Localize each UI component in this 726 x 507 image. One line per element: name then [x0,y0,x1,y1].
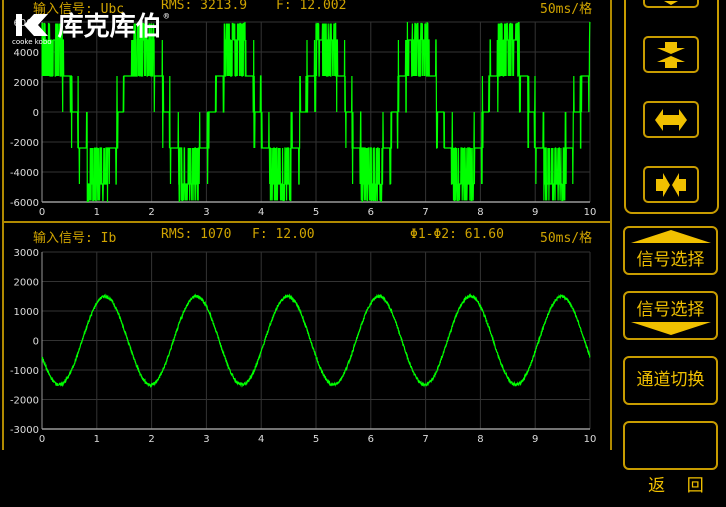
x-tick-label: 10 [584,434,597,445]
ib-trace [41,293,591,389]
y-tick-label: -2000 [10,396,39,407]
logo-registered-mark: ® [163,12,170,22]
triangle-down-icon [630,322,711,335]
x-tick-label: 3 [203,207,209,218]
ch1-frequency: F: 12.002 [276,0,347,13]
x-tick-label: 5 [313,434,319,445]
x-tick-label: 1 [94,207,100,218]
x-tick-label: 3 [203,434,209,445]
y-tick-label: 2000 [14,278,39,289]
x-tick-label: 4 [258,207,264,218]
ch2-phase-difference: Φ1-Φ2: 61.60 [410,227,504,242]
signal-select-down-label: 信号选择 [636,300,705,320]
x-tick-label: 1 [94,434,100,445]
y-tick-label: 0 [33,108,39,119]
y-tick-label: 4000 [14,48,39,59]
x-tick-label: 4 [258,434,264,445]
x-tick-label: 0 [39,207,45,218]
ubc-trace [41,21,591,203]
x-tick-label: 6 [368,434,374,445]
x-tick-label: 10 [584,207,597,218]
logo-k-icon [15,14,48,36]
y-tick-label: 2000 [14,78,39,89]
expand-horizontal-icon [655,108,687,131]
x-tick-label: 7 [422,434,428,445]
y-tick-label: -4000 [10,168,39,179]
compress-vertical-icon [657,41,685,68]
back-button[interactable]: 返 回 [623,421,718,496]
ch2-timebase: 50ms/格 [540,231,593,246]
scroll-down-button[interactable] [643,0,699,8]
channel-switch-button[interactable]: 通道切换 [623,356,718,405]
ch1-rms: RMS: 3213.9 [161,0,248,13]
signal-select-up-label: 信号选择 [636,250,705,270]
ch2-frequency: F: 12.00 [252,227,315,242]
ch1-timebase: 50ms/格 [540,2,593,17]
compress-horizontal-icon [656,172,686,197]
channel-switch-label: 通道切换 [636,370,705,390]
y-tick-label: -6000 [10,198,39,209]
ib-waveform-chart: 0 1 2 3 4 5 6 7 8 9 10 3000 2000 1000 0 -1000 -2000 -3000 [10,248,597,445]
back-label: 返 回 [648,476,704,496]
x-tick-label: 2 [148,207,154,218]
x-tick-label: 2 [148,434,154,445]
x-tick-label: 0 [39,434,45,445]
horizontal-compress-button[interactable] [643,166,699,203]
logo-text: 库克库伯 [57,12,162,42]
triangle-up-icon [630,230,711,243]
left-border [2,0,4,450]
ch2-signal-label: 输入信号: Ib [33,231,117,246]
vertical-compress-button[interactable] [643,36,699,73]
ubc-waveform-chart: 0123456789106000400020000-2000-4000-6000 [10,18,597,218]
zoom-controls-group [624,0,719,214]
y-tick-label: 3000 [14,248,39,259]
x-tick-label: 9 [532,207,538,218]
horizontal-expand-button[interactable] [643,101,699,138]
x-tick-label: 8 [477,434,483,445]
logo-subtext: cooke kobo [12,38,52,46]
signal-select-up-button[interactable]: 信号选择 [623,226,718,275]
ch1-signal-label: 输入信号: Ubc [33,2,125,17]
x-tick-label: 5 [313,207,319,218]
signal-select-down-button[interactable]: 信号选择 [623,291,718,340]
x-tick-label: 8 [477,207,483,218]
brand-logo: cooke kobo 库克库伯 ® [12,12,169,46]
y-tick-label: -3000 [10,425,39,436]
x-tick-label: 9 [532,434,538,445]
x-tick-label: 6 [368,207,374,218]
channel-divider [2,221,610,223]
ch2-rms: RMS: 1070 [161,227,232,242]
y-tick-label: -1000 [10,366,39,377]
x-tick-label: 7 [422,207,428,218]
panel-divider [610,0,612,450]
chevron-down-icon [664,0,678,5]
y-tick-label: 1000 [14,307,39,318]
y-tick-label: -2000 [10,138,39,149]
y-tick-label: 0 [33,337,39,348]
